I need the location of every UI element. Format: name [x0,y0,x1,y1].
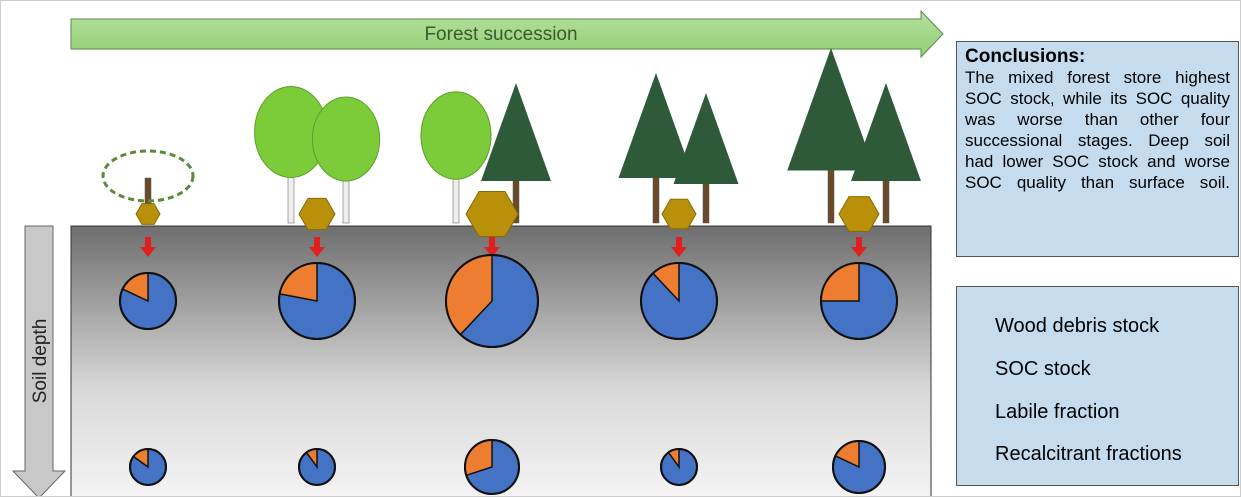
wood-debris [136,204,160,225]
birch-crown [421,92,491,180]
conclusions-text: The mixed forest store highest SOC stock… [965,67,1230,193]
red-arrow-shaft [314,237,320,247]
red-arrow-shaft [145,237,151,247]
red-arrow-shaft [489,237,495,247]
conifer-crown [481,83,551,181]
wood-debris [299,198,335,229]
depth-label: Soil depth [30,319,51,404]
red-arrow-shaft [856,237,862,247]
birch-crown [312,97,379,181]
arrow-label: Forest succession [424,24,577,45]
legend-item: Recalcitrant fractions [995,443,1182,466]
wood-debris [662,199,696,228]
conifer-crown [674,93,739,184]
conclusions-title: Conclusions: [965,46,1230,67]
graphical-abstract: Forest succession Soil depth Conclusions… [0,0,1241,497]
legend-item: Wood debris stock [995,315,1159,338]
red-arrow-shaft [676,237,682,247]
legend-box: Wood debris stock SOC stock Labile fract… [956,286,1239,486]
conifer-crown [851,83,921,181]
legend-item: Labile fraction [995,401,1120,424]
conclusions-box: Conclusions: The mixed forest store high… [956,41,1239,257]
legend-item: SOC stock [995,358,1091,381]
